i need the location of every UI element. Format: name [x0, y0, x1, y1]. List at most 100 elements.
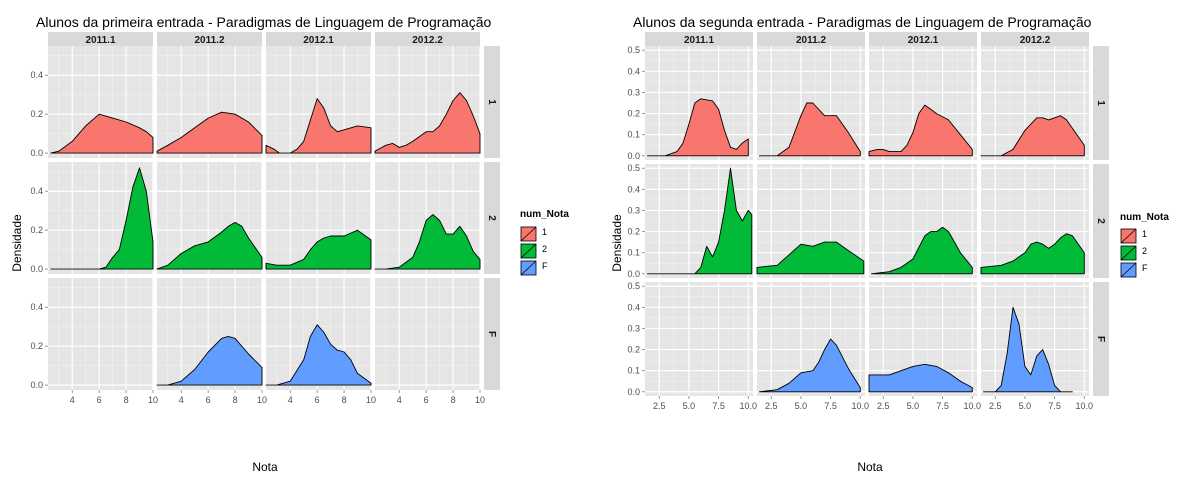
- legend-label-1: 1: [1142, 229, 1147, 239]
- column-strip-label: 2011.2: [194, 35, 224, 46]
- x-tick-label: 6: [315, 395, 320, 405]
- x-tick-label: 2.5: [989, 401, 1002, 411]
- y-tick-label: 0.2: [30, 109, 43, 119]
- chart-title: Alunos da primeira entrada - Paradigmas …: [36, 14, 491, 30]
- x-tick-label: 10.0: [1075, 401, 1093, 411]
- density-area: [758, 338, 861, 393]
- column-strip: [157, 32, 262, 46]
- density-area: [870, 226, 973, 275]
- column-strip: [375, 32, 480, 46]
- column-strip-label: 2012.1: [303, 35, 334, 46]
- x-tick-label: 4: [179, 395, 184, 405]
- y-tick-label: 0.5: [627, 281, 640, 291]
- row-strip: [1093, 282, 1109, 396]
- column-strip-label: 2012.2: [412, 35, 443, 46]
- y-tick-label: 0.0: [30, 148, 43, 158]
- column-strip-label: 2011.2: [796, 35, 826, 46]
- panel-background: [375, 278, 480, 390]
- x-tick-label: 7.5: [1048, 401, 1061, 411]
- density-area: [50, 113, 154, 154]
- y-tick-label: 0.0: [627, 387, 640, 397]
- y-tick-label: 0.2: [30, 225, 43, 235]
- x-tick-label: 10: [148, 395, 158, 405]
- legend-title: num_Nota: [1120, 212, 1169, 223]
- density-area: [980, 233, 1085, 275]
- y-tick-label: 0.4: [30, 70, 43, 80]
- x-tick-label: 2.5: [765, 401, 778, 411]
- x-tick-label: 10.0: [963, 401, 981, 411]
- y-tick-label: 0.1: [627, 366, 640, 376]
- density-area: [374, 214, 481, 270]
- column-strip: [48, 32, 153, 46]
- row-strip-label: F: [1095, 336, 1106, 342]
- x-tick-label: 7.5: [824, 401, 837, 411]
- legend-label-2: 2: [542, 244, 547, 254]
- y-tick-label: 0.1: [627, 130, 640, 140]
- x-tick-label: 8: [451, 395, 456, 405]
- x-tick-label: 8: [233, 395, 238, 405]
- y-tick-label: 0.5: [627, 163, 640, 173]
- x-tick-label: 10.0: [739, 401, 757, 411]
- legend-key-slash: [1120, 262, 1137, 278]
- y-tick-label: 0.2: [627, 345, 640, 355]
- chart-title: Alunos da segunda entrada - Paradigmas d…: [633, 14, 1092, 30]
- row-strip-label: 2: [486, 215, 497, 221]
- y-tick-label: 0.4: [30, 302, 43, 312]
- y-axis-title: Densidade: [10, 214, 24, 272]
- row-strip: [1093, 46, 1109, 160]
- column-strip-label: 2011.1: [85, 35, 115, 46]
- row-strip: [1093, 164, 1109, 278]
- column-strip: [981, 32, 1089, 46]
- legend-key-slash: [520, 260, 537, 276]
- panel-background: [48, 278, 153, 390]
- legend-key-slash: [520, 226, 537, 242]
- x-axis-title: Nota: [857, 460, 883, 474]
- row-strip: [484, 162, 500, 274]
- row-strip-label: 1: [1095, 100, 1106, 106]
- x-tick-label: 4: [397, 395, 402, 405]
- row-strip-label: 2: [1095, 218, 1106, 224]
- x-tick-label: 2.5: [653, 401, 666, 411]
- x-tick-label: 5.0: [907, 401, 920, 411]
- x-tick-label: 6: [206, 395, 211, 405]
- x-tick-label: 4: [70, 395, 75, 405]
- column-strip-label: 2012.2: [1020, 35, 1051, 46]
- y-tick-label: 0.3: [627, 87, 640, 97]
- density-area: [868, 363, 973, 393]
- y-tick-label: 0.4: [627, 302, 640, 312]
- density-area: [646, 98, 749, 157]
- column-strip: [869, 32, 977, 46]
- y-tick-label: 0.0: [30, 380, 43, 390]
- density-area: [980, 115, 1085, 157]
- x-tick-label: 5.0: [795, 401, 808, 411]
- density-area: [156, 335, 263, 386]
- chart-marks: 2011.1 2011.2 2012.1 2012.210.00.10.20.30.4…: [627, 32, 1138, 411]
- density-area: [374, 92, 481, 154]
- chart-second-entry: Alunos da segunda entrada - Paradigmas d…: [610, 14, 1169, 474]
- y-tick-label: 0.0: [30, 264, 43, 274]
- row-strip-label: 1: [486, 99, 497, 105]
- x-tick-label: 7.5: [712, 401, 725, 411]
- x-tick-label: 7.5: [936, 401, 949, 411]
- legend-key-slash: [1120, 228, 1137, 244]
- legend-title: num_Nota: [520, 209, 569, 220]
- column-strip: [757, 32, 865, 46]
- y-tick-label: 0.2: [627, 109, 640, 119]
- y-tick-label: 0.4: [627, 184, 640, 194]
- y-tick-label: 0.3: [627, 205, 640, 215]
- x-tick-label: 5.0: [1019, 401, 1032, 411]
- density-area: [758, 102, 861, 157]
- y-tick-label: 0.2: [627, 227, 640, 237]
- x-tick-label: 10: [366, 395, 376, 405]
- column-strip-label: 2012.1: [908, 35, 939, 46]
- density-area: [756, 241, 865, 275]
- density-area: [868, 104, 973, 157]
- column-strip-label: 2011.1: [684, 35, 714, 46]
- y-tick-label: 0.4: [30, 186, 43, 196]
- density-area: [265, 324, 372, 386]
- density-area: [156, 221, 263, 270]
- legend-key-slash: [520, 243, 537, 259]
- y-axis-title: Densidade: [610, 214, 624, 272]
- y-tick-label: 0.1: [627, 248, 640, 258]
